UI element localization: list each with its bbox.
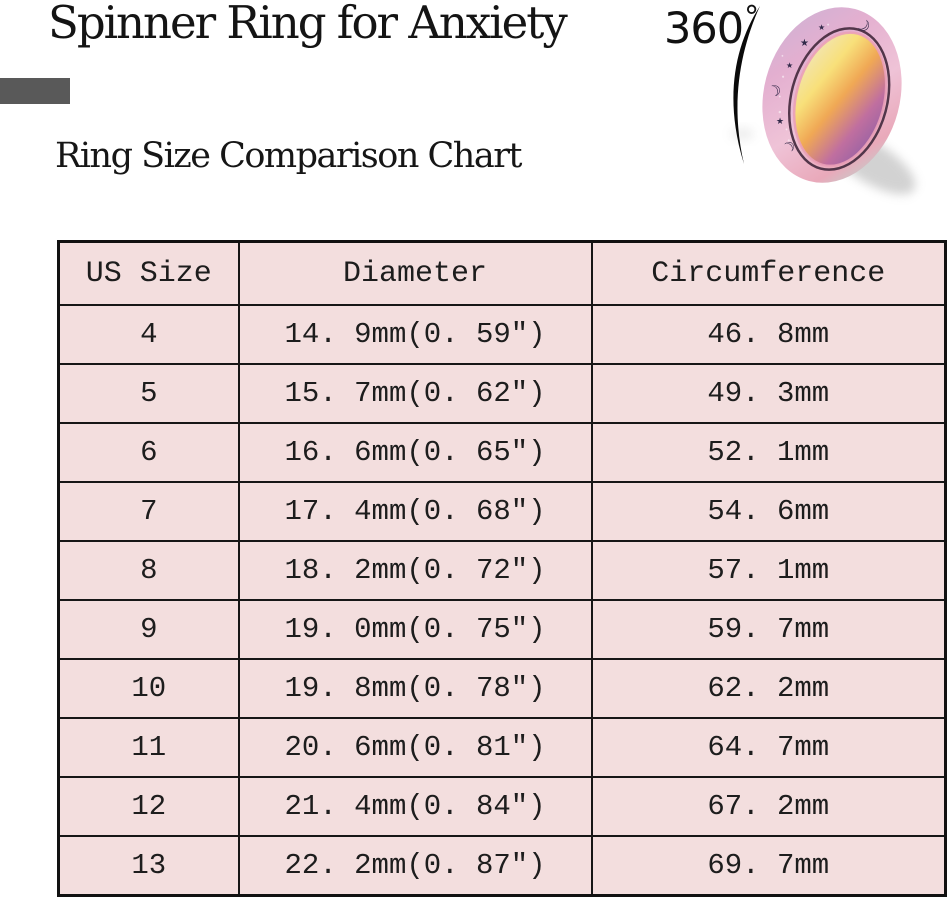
rotation-value: 360: [664, 4, 744, 54]
diameter-cell: 19. 0mm(0. 75″): [237, 599, 593, 660]
us-size-cell: 8: [57, 540, 240, 601]
page-title: Spinner Ring for Anxiety: [48, 0, 568, 49]
moon-icon: ☽: [765, 80, 784, 102]
size-table-header: US Size Diameter Circumference: [57, 240, 947, 306]
diameter-cell: 16. 6mm(0. 65″): [237, 422, 593, 483]
ring-inner-surface: [794, 32, 887, 166]
star-icon: ★: [800, 38, 809, 49]
table-row: 12 21. 4mm(0. 84″) 67. 2mm: [57, 776, 947, 837]
circumference-cell: 54. 6mm: [590, 481, 947, 542]
diameter-cell: 20. 6mm(0. 81″): [237, 717, 593, 778]
table-row: 8 18. 2mm(0. 72″) 57. 1mm: [57, 540, 947, 601]
circumference-cell: 52. 1mm: [590, 422, 947, 483]
us-size-cell: 5: [57, 363, 240, 424]
us-size-cell: 6: [57, 422, 240, 483]
accent-bar: [0, 78, 70, 104]
rotation-360-label: 360°: [664, 0, 759, 54]
us-size-cell: 12: [57, 776, 240, 837]
diameter-cell: 18. 2mm(0. 72″): [237, 540, 593, 601]
circumference-cell: 46. 8mm: [590, 304, 947, 365]
ring-size-table: US Size Diameter Circumference 4 14. 9mm…: [57, 240, 947, 897]
section-subtitle: Ring Size Comparison Chart: [55, 136, 523, 176]
diameter-cell: 22. 2mm(0. 87″): [237, 835, 593, 897]
us-size-cell: 9: [57, 599, 240, 660]
diameter-cell: 14. 9mm(0. 59″): [237, 304, 593, 365]
diameter-cell: 19. 8mm(0. 78″): [237, 658, 593, 719]
table-row: 10 19. 8mm(0. 78″) 62. 2mm: [57, 658, 947, 719]
star-icon: ★: [818, 23, 825, 32]
star-icon: ★: [786, 61, 793, 70]
rotation-arc-icon: [733, 6, 760, 164]
column-header-us-size: US Size: [57, 240, 240, 306]
circumference-cell: 67. 2mm: [590, 776, 947, 837]
table-row: 5 15. 7mm(0. 62″) 49. 3mm: [57, 363, 947, 424]
ring-groove: [787, 27, 891, 171]
us-size-cell: 13: [57, 835, 240, 897]
star-icon: ★: [776, 117, 784, 127]
table-row: 4 14. 9mm(0. 59″) 46. 8mm: [57, 304, 947, 365]
table-row: 6 16. 6mm(0. 65″) 52. 1mm: [57, 422, 947, 483]
circumference-cell: 49. 3mm: [590, 363, 947, 424]
degree-symbol: °: [744, 0, 759, 35]
glitter-sparkles: [778, 23, 830, 142]
diameter-cell: 15. 7mm(0. 62″): [237, 363, 593, 424]
circumference-cell: 57. 1mm: [590, 540, 947, 601]
diameter-cell: 21. 4mm(0. 84″): [237, 776, 593, 837]
us-size-cell: 10: [57, 658, 240, 719]
circumference-cell: 59. 7mm: [590, 599, 947, 660]
circumference-cell: 69. 7mm: [590, 835, 947, 897]
table-row: 7 17. 4mm(0. 68″) 54. 6mm: [57, 481, 947, 542]
us-size-cell: 11: [57, 717, 240, 778]
ring-shadow-small: [730, 128, 754, 140]
header-row: US Size Diameter Circumference: [57, 240, 947, 306]
column-header-diameter: Diameter: [237, 240, 593, 306]
spinner-ring-photo: ☽ ★ ★ ★ ☽ ★ ☽: [730, 6, 916, 195]
size-table-body: 4 14. 9mm(0. 59″) 46. 8mm 5 15. 7mm(0. 6…: [57, 304, 947, 897]
table-row: 9 19. 0mm(0. 75″) 59. 7mm: [57, 599, 947, 660]
table-row: 11 20. 6mm(0. 81″) 64. 7mm: [57, 717, 947, 778]
ring-inner-rim: [792, 31, 888, 168]
table-row: 13 22. 2mm(0. 87″) 69. 7mm: [57, 835, 947, 897]
column-header-circumference: Circumference: [590, 240, 947, 306]
circumference-cell: 62. 2mm: [590, 658, 947, 719]
circumference-cell: 64. 7mm: [590, 717, 947, 778]
us-size-cell: 4: [57, 304, 240, 365]
diameter-cell: 17. 4mm(0. 68″): [237, 481, 593, 542]
us-size-cell: 7: [57, 481, 240, 542]
